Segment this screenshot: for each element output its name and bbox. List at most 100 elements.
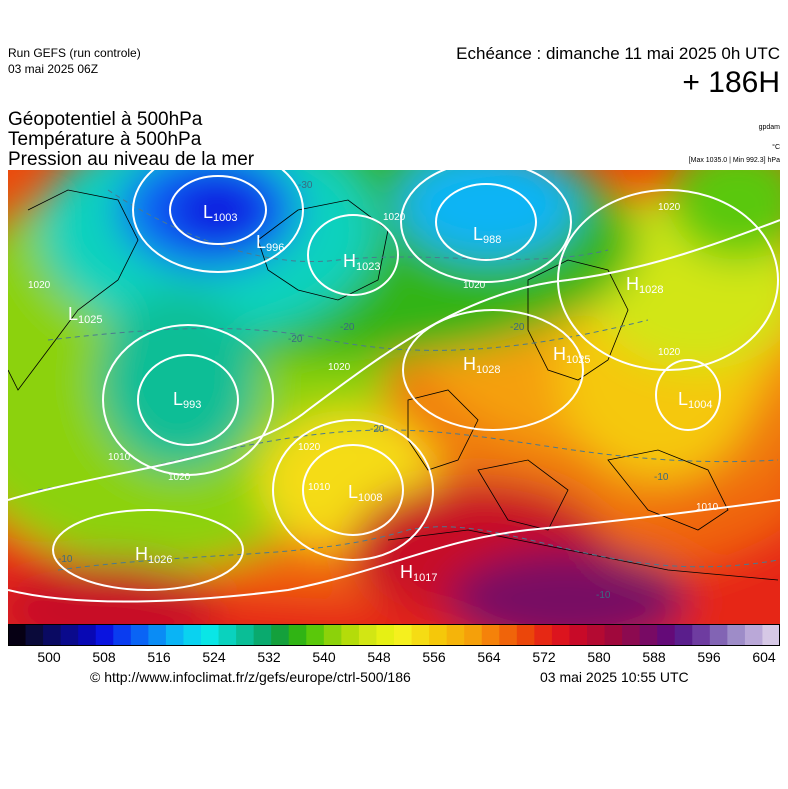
color-scale-swatch	[358, 624, 377, 646]
parameter-geopotential: Géopotentiel à 500hPa	[8, 109, 203, 130]
coastlines	[8, 189, 779, 581]
color-scale-tick-label: 564	[477, 649, 501, 665]
color-scale-swatch	[288, 624, 307, 646]
generation-time: 03 mai 2025 10:55 UTC	[540, 669, 689, 685]
isotherm-label: -20	[370, 424, 385, 435]
color-scale-tick-label: 588	[642, 649, 666, 665]
color-scale-tick-label: 500	[37, 649, 61, 665]
unit-geopotential: gpdam	[758, 124, 780, 131]
color-scale-swatch	[622, 624, 641, 646]
isobar-label: 1020	[658, 347, 681, 358]
color-scale-tick-label: 596	[697, 649, 721, 665]
isobar-label: 1010	[308, 482, 331, 493]
color-scale-swatch	[762, 624, 780, 646]
run-title: Run GEFS (run controle)	[8, 46, 141, 60]
color-scale-tick-label: 524	[202, 649, 226, 665]
color-scale-tick-label: 556	[422, 649, 446, 665]
pressure-center-low: L993	[173, 389, 201, 411]
color-scale-swatch	[429, 624, 448, 646]
color-scale-swatch	[323, 624, 342, 646]
pressure-center-low: L1008	[348, 482, 383, 504]
color-scale-swatch	[604, 624, 623, 646]
pressure-center-high: H1026	[135, 544, 172, 566]
color-scale-swatch	[183, 624, 202, 646]
color-scale-swatch	[657, 624, 676, 646]
color-scale-swatch	[516, 624, 535, 646]
isotherm-label: -20	[288, 334, 303, 345]
color-scale-tick-label: 532	[257, 649, 281, 665]
color-scale-swatch	[306, 624, 325, 646]
color-scale-swatch	[148, 624, 167, 646]
color-scale-swatch	[481, 624, 500, 646]
color-scale-swatch	[113, 624, 132, 646]
pressure-center-high: H1017	[400, 562, 437, 584]
color-scale-swatch	[218, 624, 237, 646]
color-scale-swatch	[95, 624, 114, 646]
color-scale-swatch	[446, 624, 465, 646]
color-scale-swatch	[394, 624, 413, 646]
color-scale-swatch	[271, 624, 290, 646]
color-scale-swatch	[60, 624, 79, 646]
run-date: 03 mai 2025 06Z	[8, 62, 99, 76]
forecast-valid-time: Echéance : dimanche 11 mai 2025 0h UTC	[456, 44, 780, 63]
parameter-pressure: Pression au niveau de la mer	[8, 149, 255, 170]
pressure-center-low: L996	[256, 232, 284, 254]
color-scale-swatch	[534, 624, 553, 646]
pressure-center-low: L1004	[678, 389, 713, 411]
isobar-label: 1020	[168, 472, 191, 483]
color-scale-swatch	[130, 624, 149, 646]
pressure-center-high: H1023	[343, 251, 380, 273]
isotherm-labels: -30 -20 -20 -20 -20 -10 -10 -10	[58, 180, 669, 601]
pressure-center-high: H1028	[463, 354, 500, 376]
unit-temperature: °C	[772, 144, 780, 151]
color-scale-swatch	[201, 624, 220, 646]
isotherm-label: -10	[596, 590, 611, 601]
pressure-centers: L1003 L996 H1023 L988 L1025 H1028 H1028 H1025 L9…	[68, 202, 713, 584]
color-scale	[8, 624, 780, 646]
pressure-center-high: H1025	[553, 344, 590, 366]
isotherm-label: -10	[654, 472, 669, 483]
color-scale-swatch	[639, 624, 658, 646]
color-scale-tick-label: 604	[752, 649, 776, 665]
color-scale-swatch	[78, 624, 97, 646]
pressure-center-high: H1028	[626, 274, 663, 296]
color-scale-tick-label: 572	[532, 649, 556, 665]
color-scale-swatch	[165, 624, 184, 646]
parameter-temperature: Température à 500hPa	[8, 129, 202, 150]
color-scale-swatch	[411, 624, 430, 646]
lead-time: + 186H	[682, 66, 780, 99]
isotherm-label: -10	[58, 554, 73, 565]
color-scale-swatch	[25, 624, 44, 646]
isobar-labels: 1020 1020 1020 1020 1020 1020 1010 1010 1010 1020…	[28, 202, 719, 513]
weather-map: L1003 L996 H1023 L988 L1025 H1028 H1028 H1025 L9…	[8, 170, 780, 624]
isobar-label: 1020	[328, 362, 351, 373]
pressure-center-low: L1003	[203, 202, 238, 224]
color-scale-swatch	[744, 624, 763, 646]
color-scale-tick-label: 508	[92, 649, 116, 665]
source-url: © http://www.infoclimat.fr/z/gefs/europe…	[90, 669, 411, 685]
color-scale-swatch	[727, 624, 746, 646]
isobar-label: 1020	[383, 212, 406, 223]
unit-pressure-range: [Max 1035.0 | Min 992.3] hPa	[688, 157, 780, 164]
color-scale-swatch	[464, 624, 483, 646]
color-scale-swatch	[253, 624, 272, 646]
color-scale-swatch	[376, 624, 395, 646]
color-scale-swatch	[43, 624, 62, 646]
color-scale-tick-label: 580	[587, 649, 611, 665]
color-scale-swatch	[499, 624, 518, 646]
color-scale-swatch	[692, 624, 711, 646]
color-scale-swatch	[674, 624, 693, 646]
isotherm-label: -30	[298, 180, 313, 191]
color-scale-tick-label: 548	[367, 649, 391, 665]
isobar-label: 1020	[658, 202, 681, 213]
isobar-lines	[8, 170, 780, 603]
pressure-center-low: L988	[473, 224, 501, 246]
color-scale-swatch	[551, 624, 570, 646]
color-scale-swatch	[587, 624, 606, 646]
isobar-label: 1020	[463, 280, 486, 291]
isobar-label: 1010	[108, 452, 131, 463]
color-scale-swatch	[236, 624, 255, 646]
isotherm-label: -20	[510, 322, 525, 333]
pressure-center-low: L1025	[68, 304, 103, 326]
color-scale-swatch	[709, 624, 728, 646]
